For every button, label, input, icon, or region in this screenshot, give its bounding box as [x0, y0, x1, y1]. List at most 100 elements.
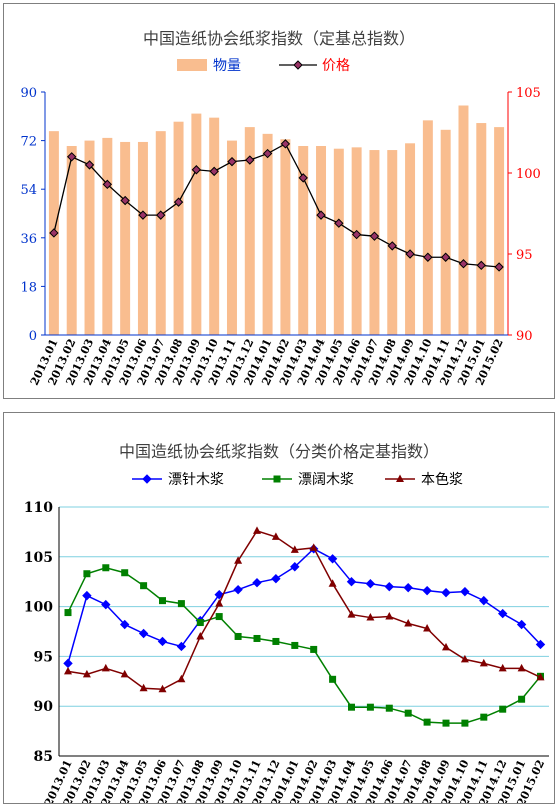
series-line — [67, 566, 542, 724]
point — [404, 709, 412, 717]
point — [83, 570, 91, 578]
point — [347, 610, 356, 618]
chart-title: 中国造纸协会纸浆指数（分类价格定基指数） — [119, 442, 439, 461]
point — [290, 545, 299, 553]
bar-volume — [440, 129, 451, 335]
bar-volume — [191, 113, 202, 335]
legend-label-price: 价格 — [322, 58, 350, 74]
point — [176, 641, 187, 652]
point-price — [494, 262, 504, 272]
bar-volume — [351, 147, 362, 335]
point — [310, 645, 318, 653]
point-price — [262, 148, 273, 159]
point — [460, 654, 469, 663]
bar-volume — [280, 139, 291, 335]
y-right-tick-label: 100 — [516, 167, 541, 182]
bar-volume — [226, 140, 237, 335]
point-price — [298, 173, 308, 183]
bar-volume — [137, 141, 148, 335]
point-price — [173, 197, 184, 207]
bar-volume — [120, 141, 131, 335]
point-price — [387, 241, 397, 251]
y-tick-label: 85 — [34, 749, 53, 765]
point — [102, 564, 110, 572]
point — [177, 674, 186, 683]
point — [479, 658, 488, 667]
point — [234, 556, 243, 564]
legend-label: 本色浆 — [421, 471, 463, 488]
point — [253, 526, 261, 534]
point — [63, 658, 73, 669]
point — [365, 578, 376, 589]
point — [64, 609, 72, 617]
point — [480, 713, 488, 721]
bar-volume — [173, 121, 184, 335]
y-right-tick-label: 90 — [516, 329, 533, 344]
point — [516, 619, 527, 630]
point-price — [191, 165, 202, 175]
legend-label: 漂阔木浆 — [298, 472, 354, 488]
point — [253, 634, 261, 642]
point — [271, 574, 281, 584]
point-price — [458, 259, 469, 269]
point — [138, 628, 149, 639]
total-index-chart: 中国造纸协会纸浆指数（定基总指数） 物量 价格 0 18 36 54 72 90 90 95 100 1… — [20, 29, 541, 387]
bar-volume — [458, 105, 469, 335]
point — [291, 641, 299, 649]
y-right-tick-label: 105 — [516, 86, 541, 101]
point — [327, 554, 338, 564]
point — [121, 569, 129, 577]
bar-volume — [262, 133, 273, 335]
point — [215, 613, 223, 621]
point — [101, 599, 111, 610]
point — [385, 612, 394, 620]
point — [385, 704, 393, 712]
point — [64, 666, 72, 675]
point — [404, 619, 413, 627]
point — [177, 600, 185, 608]
y-left-tick-label: 0 — [29, 329, 37, 344]
point — [499, 705, 507, 713]
point — [271, 532, 280, 540]
point — [460, 586, 470, 597]
bar-volume — [298, 146, 309, 335]
point-price — [351, 229, 362, 240]
point — [159, 597, 166, 605]
chart-panel-category-index: 中国造纸协会纸浆指数（分类价格定基指数） 漂针木浆 漂阔木浆 本色浆 85 90 95 100… — [3, 412, 555, 807]
point — [403, 582, 413, 593]
point-price — [49, 228, 59, 238]
point-price — [440, 252, 451, 262]
y-right-tick-label: 95 — [516, 248, 533, 263]
point — [442, 642, 450, 651]
point — [119, 619, 130, 630]
point-price — [156, 210, 166, 220]
point — [461, 719, 469, 727]
point-price — [67, 152, 77, 162]
point — [233, 584, 243, 595]
point — [158, 684, 167, 693]
point — [234, 632, 242, 640]
point-price — [280, 139, 291, 149]
point — [346, 576, 357, 587]
point — [82, 669, 91, 678]
y-left-tick-label: 90 — [20, 86, 37, 101]
bar-volume — [422, 120, 433, 335]
bar-volume — [369, 150, 380, 335]
point-price — [405, 249, 415, 259]
point — [442, 719, 450, 727]
bar-volume — [405, 143, 416, 335]
point — [498, 663, 507, 672]
y-tick-label: 100 — [24, 600, 53, 616]
point — [272, 637, 280, 645]
point — [214, 589, 224, 600]
point — [479, 595, 489, 606]
legend-label-volume: 物量 — [213, 58, 241, 74]
point — [517, 663, 526, 672]
point-price — [227, 156, 237, 167]
point — [348, 703, 355, 711]
point — [536, 672, 545, 681]
bar-volume — [494, 127, 505, 335]
bar-volume — [244, 127, 255, 335]
point-price — [102, 179, 113, 190]
point — [215, 599, 224, 607]
